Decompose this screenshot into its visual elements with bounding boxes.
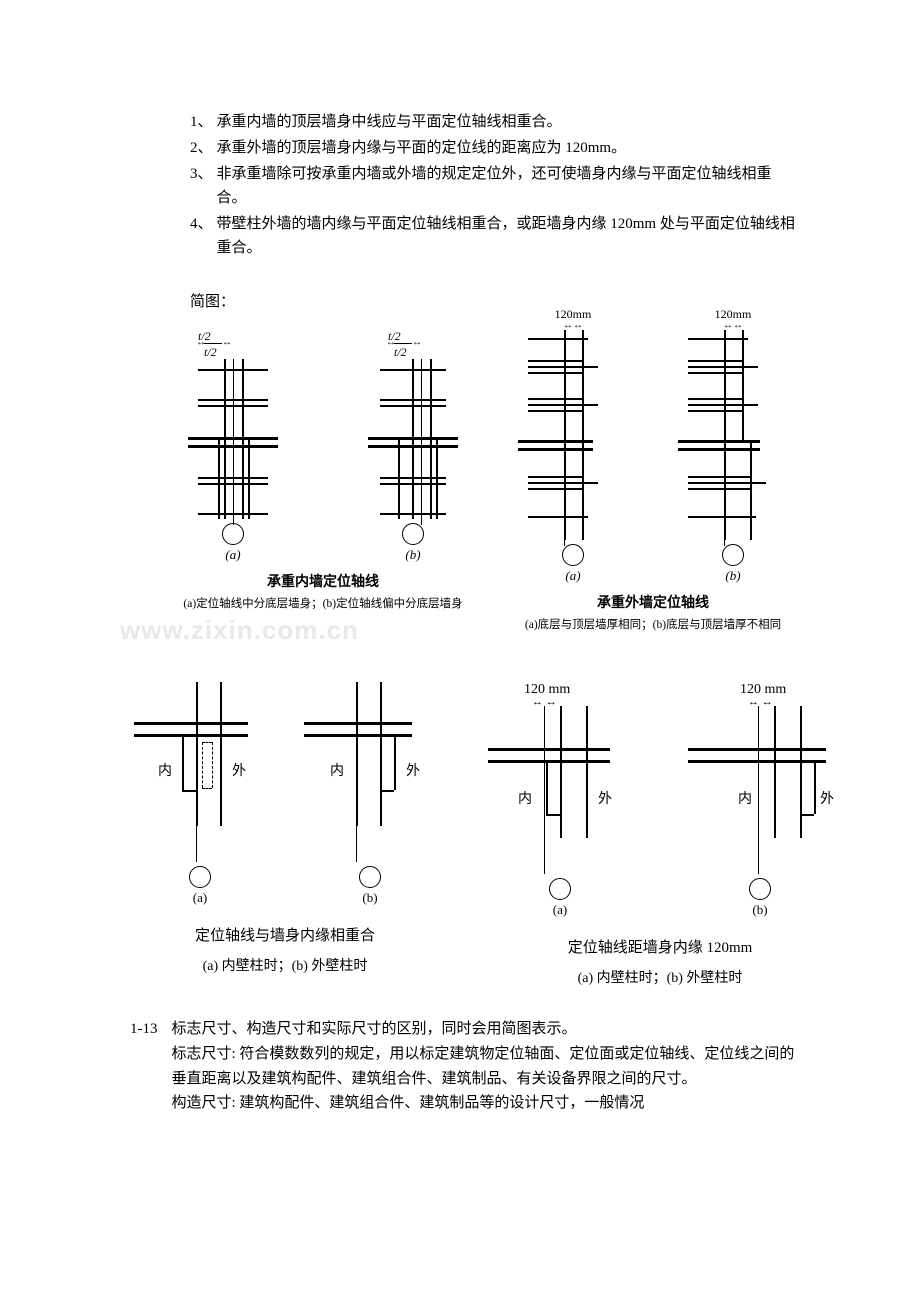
label-inner: 内 [330, 760, 344, 780]
rules-list: 1、 承重内墙的顶层墙身中线应与平面定位轴线相重合。 2、 承重外墙的顶层墙身内… [190, 110, 800, 260]
label-outer: 外 [406, 760, 420, 780]
fig3-b: 内 外 (b) [300, 682, 440, 906]
fig4-a: 120 mm ↔ ↔ 内 外 (a) [480, 682, 640, 918]
bz-label: 标志尺寸: [172, 1046, 236, 1062]
fig2-b: 120mm ↔↔ [678, 307, 788, 584]
fig1-a: t/2 t/2 ↔ ↔ [168, 331, 298, 563]
sublabel: (a) [130, 890, 270, 906]
rule-number: 1、 [190, 110, 213, 134]
rule-number: 3、 [190, 162, 213, 210]
section-heading: 标志尺寸、构造尺寸和实际尺寸的区别，同时会用简图表示。 [172, 1017, 801, 1042]
watermark-text: www.zixin.com.cn [120, 615, 359, 646]
bz-text: 符合模数数列的规定，用以标定建筑物定位轴面、定位面或定位轴线、定位线之间的垂直距… [172, 1046, 795, 1087]
axis-circle-icon [402, 523, 424, 545]
rule-item: 2、 承重外墙的顶层墙身内缘与平面的定位线的距离应为 120mm。 [190, 136, 800, 160]
rule-text: 承重外墙的顶层墙身内缘与平面的定位线的距离应为 120mm。 [217, 136, 800, 160]
sublabel: (b) [348, 547, 478, 563]
figure-row-2: 内 外 (a) 内 外 [130, 682, 800, 987]
rule-number: 4、 [190, 212, 213, 260]
sublabel: (b) [300, 890, 440, 906]
label-inner: 内 [158, 760, 172, 780]
frac-line [394, 343, 412, 344]
sublabel: (b) [680, 902, 840, 918]
dimension-label: 120 mm [740, 682, 786, 698]
label-outer: 外 [598, 788, 612, 808]
figure-row-1: t/2 t/2 ↔ ↔ [168, 331, 800, 632]
frac-line [204, 343, 222, 344]
axis-circle-icon [359, 866, 381, 888]
fig4-caption: 定位轴线距墙身内缘 120mm [568, 936, 753, 957]
sublabel: (a) [518, 568, 628, 584]
axis-circle-icon [749, 878, 771, 900]
label-outer: 外 [232, 760, 246, 780]
rule-number: 2、 [190, 136, 213, 160]
fig2-caption: 承重外墙定位轴线 [597, 592, 709, 612]
fig3-sub: (a) 内壁柱时；(b) 外壁柱时 [203, 955, 368, 975]
axis-circle-icon [562, 544, 584, 566]
fig1-sub: (a)定位轴线中分底层墙身；(b)定位轴线偏中分底层墙身 [183, 595, 462, 611]
fig4-sub: (a) 内壁柱时；(b) 外壁柱时 [578, 967, 743, 987]
label-inner: 内 [738, 788, 752, 808]
definitions-section: 1-13 标志尺寸、构造尺寸和实际尺寸的区别，同时会用简图表示。 1-13 标志… [130, 1017, 800, 1116]
sublabel: (b) [678, 568, 788, 584]
fig1-b: t/2 t/2 ↔ ↔ [348, 331, 478, 563]
dimension-label: 120 mm [524, 682, 570, 698]
axis-circle-icon [549, 878, 571, 900]
section-tag: 1-13 [130, 1017, 158, 1042]
fig2-sub: (a)底层与顶层墙厚相同；(b)底层与顶层墙厚不相同 [525, 616, 781, 632]
fig1-caption: 承重内墙定位轴线 [267, 571, 379, 591]
gz-label: 构造尺寸: [172, 1095, 236, 1111]
fig2-a: 120mm ↔↔ [518, 307, 628, 584]
label-inner: 内 [518, 788, 532, 808]
gz-text: 建筑构配件、建筑组合件、建筑制品等的设计尺寸，一般情况 [239, 1095, 644, 1111]
rule-item: 1、 承重内墙的顶层墙身中线应与平面定位轴线相重合。 [190, 110, 800, 134]
rule-text: 非承重墙除可按承重内墙或外墙的规定定位外，还可使墙身内缘与平面定位轴线相重合。 [217, 162, 800, 210]
axis-circle-icon [222, 523, 244, 545]
label-outer: 外 [820, 788, 834, 808]
sublabel: (a) [480, 902, 640, 918]
axis-circle-icon [189, 866, 211, 888]
fig3-caption: 定位轴线与墙身内缘相重合 [195, 924, 375, 945]
sublabel: (a) [168, 547, 298, 563]
rule-item: 4、 带壁柱外墙的墙内缘与平面定位轴线相重合，或距墙身内缘 120mm 处与平面… [190, 212, 800, 260]
axis-circle-icon [722, 544, 744, 566]
rule-text: 带壁柱外墙的墙内缘与平面定位轴线相重合，或距墙身内缘 120mm 处与平面定位轴… [217, 212, 800, 260]
rule-item: 3、 非承重墙除可按承重内墙或外墙的规定定位外，还可使墙身内缘与平面定位轴线相重… [190, 162, 800, 210]
fig3-a: 内 外 (a) [130, 682, 270, 906]
rule-text: 承重内墙的顶层墙身中线应与平面定位轴线相重合。 [217, 110, 800, 134]
fig4-b: 120 mm ↔ ↔ 内 外 (b) [680, 682, 840, 918]
